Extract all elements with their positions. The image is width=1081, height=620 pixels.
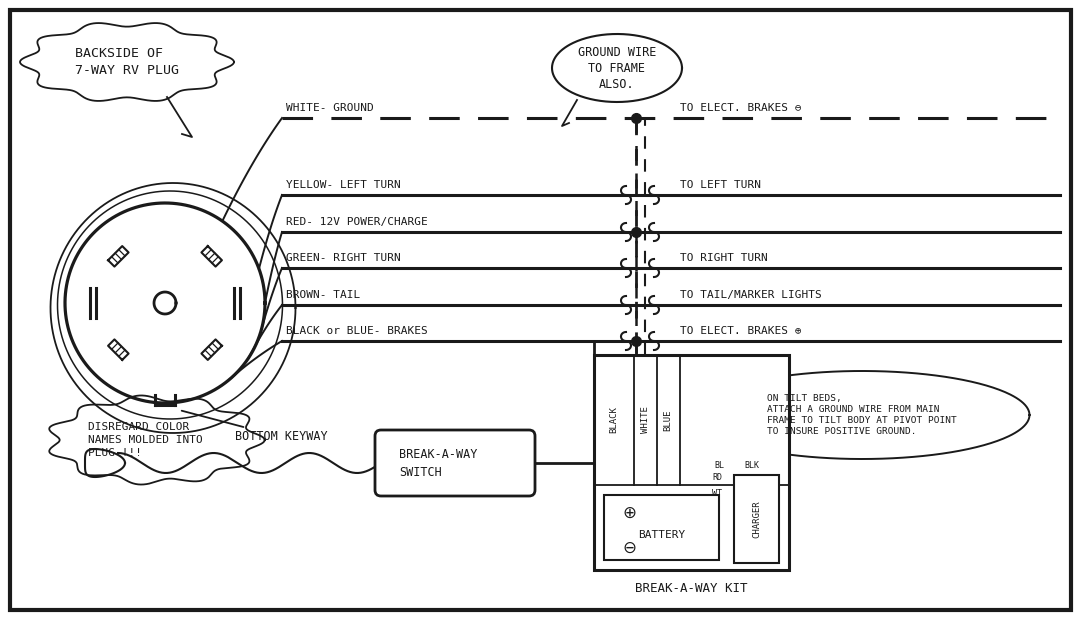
FancyBboxPatch shape xyxy=(10,10,1071,610)
Text: BATTERY: BATTERY xyxy=(638,531,685,541)
Text: TO ELECT. BRAKES ⊕: TO ELECT. BRAKES ⊕ xyxy=(680,326,801,336)
FancyBboxPatch shape xyxy=(604,495,719,560)
Text: BOTTOM KEYWAY: BOTTOM KEYWAY xyxy=(182,410,328,443)
Text: GROUND WIRE
TO FRAME
ALSO.: GROUND WIRE TO FRAME ALSO. xyxy=(578,45,656,91)
Text: BREAK-A-WAY: BREAK-A-WAY xyxy=(399,448,478,461)
Text: GREEN- RIGHT TURN: GREEN- RIGHT TURN xyxy=(286,253,401,263)
Text: BLK: BLK xyxy=(745,461,760,469)
Text: ON TILT BEDS,
ATTACH A GROUND WIRE FROM MAIN
FRAME TO TILT BODY AT PIVOT POINT
T: ON TILT BEDS, ATTACH A GROUND WIRE FROM … xyxy=(768,394,957,436)
Text: TO TAIL/MARKER LIGHTS: TO TAIL/MARKER LIGHTS xyxy=(680,290,822,300)
Text: BLUE: BLUE xyxy=(664,409,672,431)
Text: TO ELECT. BRAKES ⊖: TO ELECT. BRAKES ⊖ xyxy=(680,103,801,113)
Text: BLACK or BLUE- BRAKES: BLACK or BLUE- BRAKES xyxy=(286,326,428,336)
Text: BACKSIDE OF
7-WAY RV PLUG: BACKSIDE OF 7-WAY RV PLUG xyxy=(75,47,179,77)
Text: DISREGARD COLOR
NAMES MOLDED INTO
PLUG !!!: DISREGARD COLOR NAMES MOLDED INTO PLUG !… xyxy=(88,422,202,458)
Text: RED- 12V POWER/CHARGE: RED- 12V POWER/CHARGE xyxy=(286,217,428,227)
Text: WHITE- GROUND: WHITE- GROUND xyxy=(286,103,374,113)
Text: YELLOW- LEFT TURN: YELLOW- LEFT TURN xyxy=(286,180,401,190)
Text: WHITE: WHITE xyxy=(641,407,650,433)
Text: SWITCH: SWITCH xyxy=(399,466,442,479)
Text: ⊕: ⊕ xyxy=(622,504,636,522)
Text: TO LEFT TURN: TO LEFT TURN xyxy=(680,180,761,190)
Text: BLACK: BLACK xyxy=(610,407,618,433)
FancyBboxPatch shape xyxy=(375,430,535,496)
Text: RD: RD xyxy=(712,474,722,482)
Text: BL: BL xyxy=(713,461,724,469)
Text: ⊖: ⊖ xyxy=(622,539,636,557)
FancyBboxPatch shape xyxy=(734,475,779,563)
Text: BREAK-A-WAY KIT: BREAK-A-WAY KIT xyxy=(636,582,748,595)
FancyBboxPatch shape xyxy=(593,355,789,570)
Text: CHARGER: CHARGER xyxy=(752,500,761,538)
Text: BROWN- TAIL: BROWN- TAIL xyxy=(286,290,360,300)
Text: WT: WT xyxy=(712,489,722,497)
Text: TO RIGHT TURN: TO RIGHT TURN xyxy=(680,253,768,263)
